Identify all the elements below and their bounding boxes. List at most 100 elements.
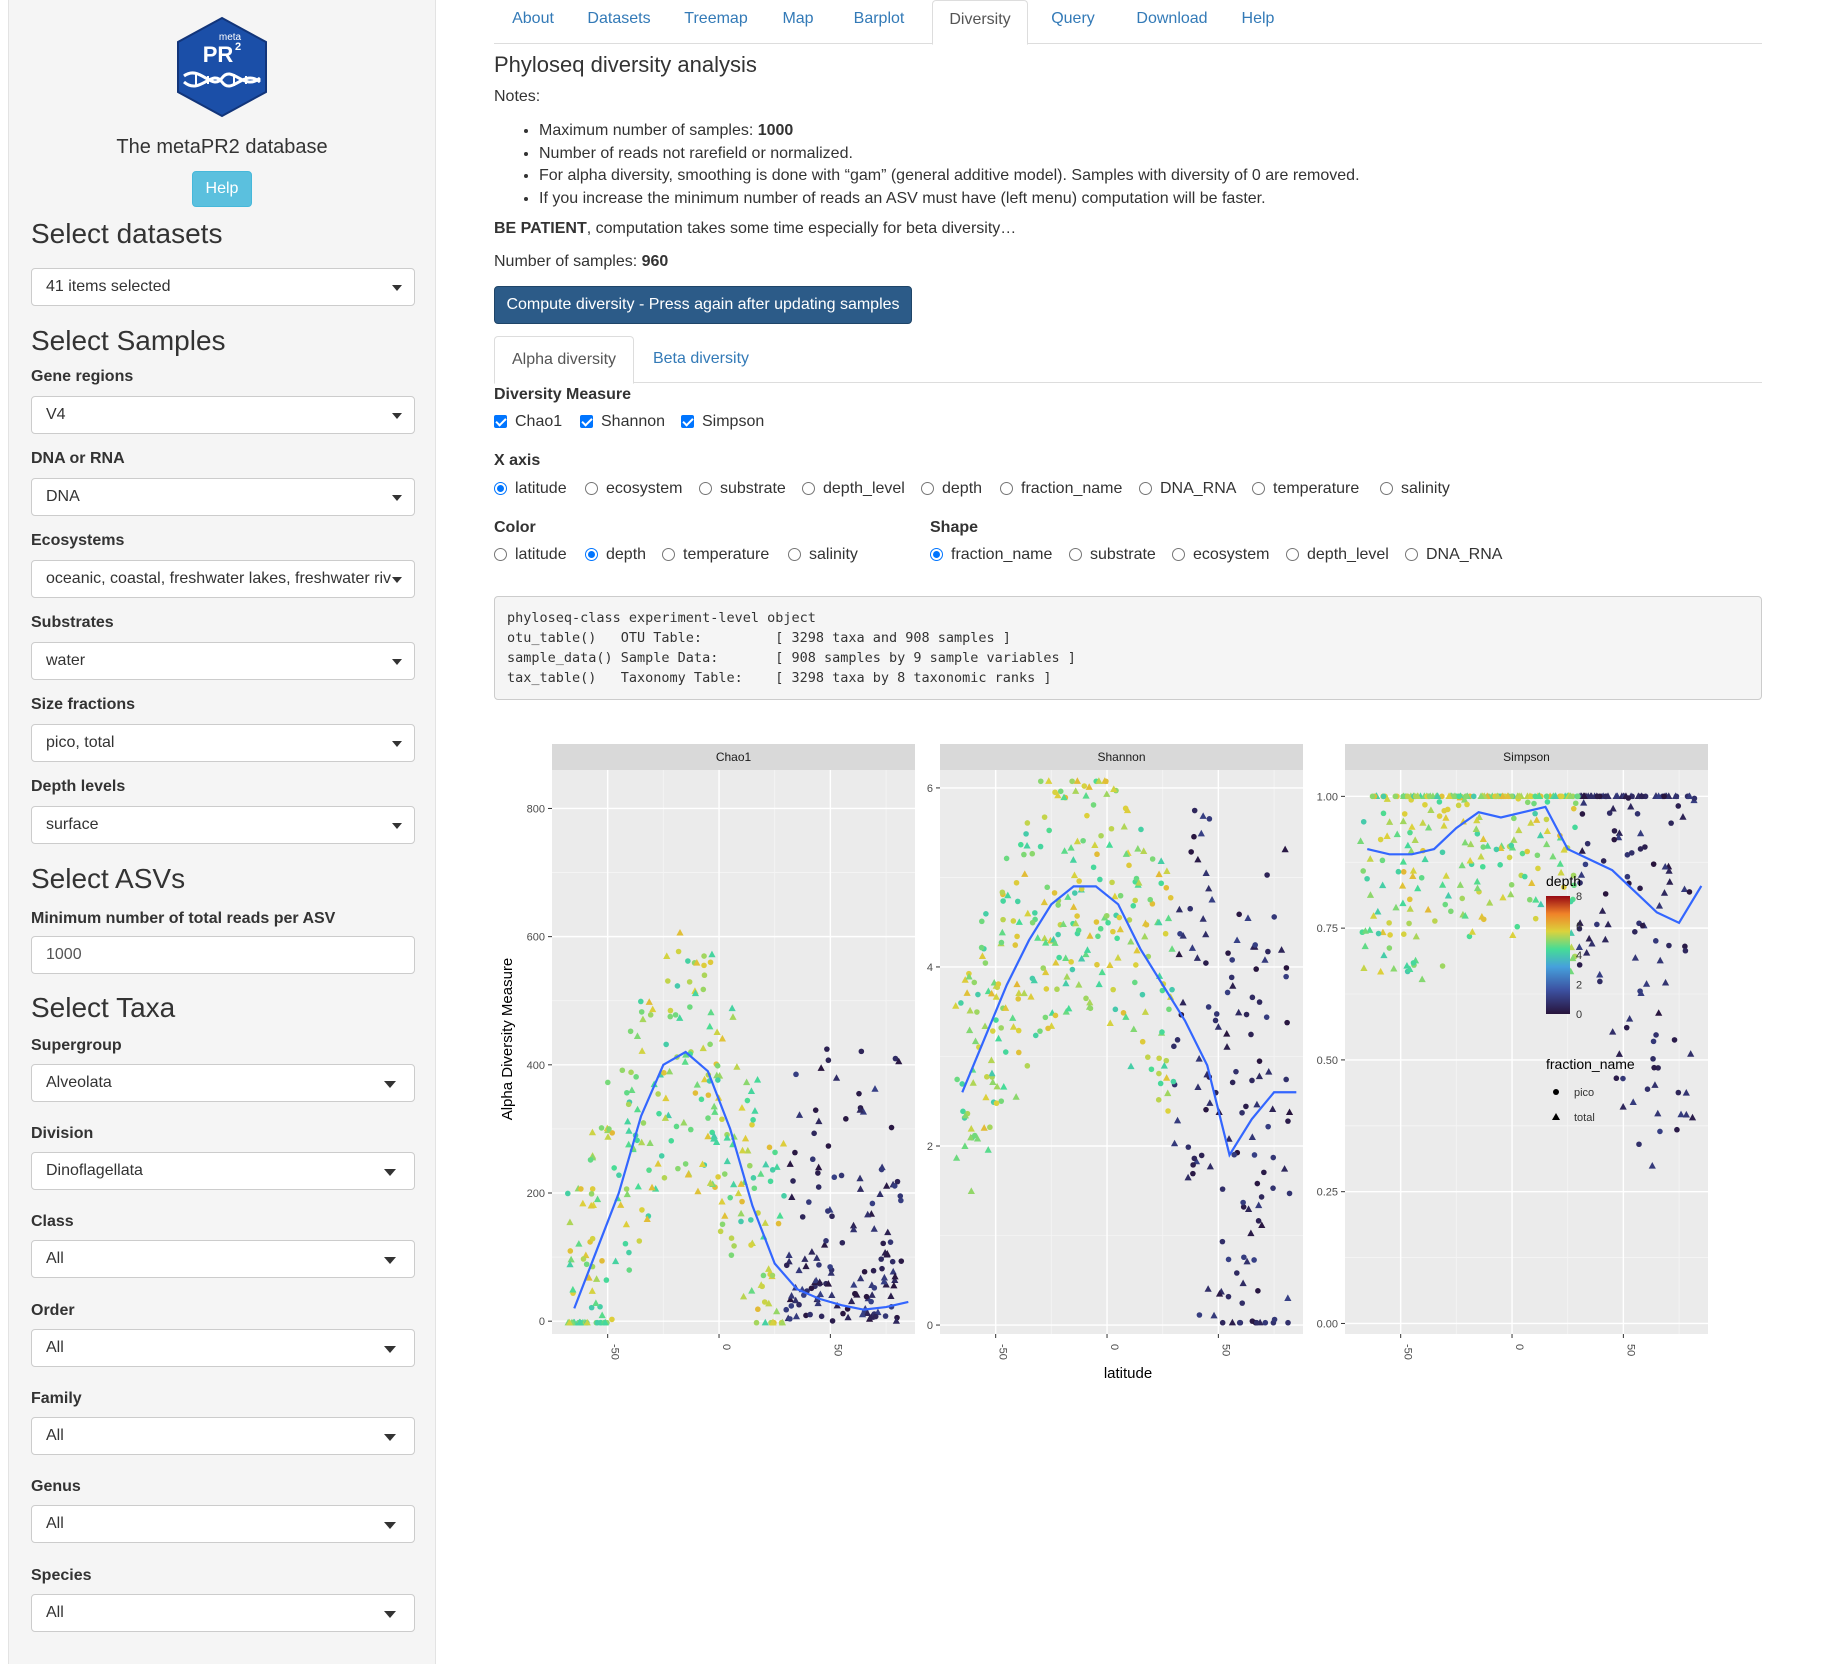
data-point [954,1076,960,1083]
console-line: sample_data() Sample Data: [ 908 samples… [507,650,1076,666]
data-point [1253,1319,1260,1326]
data-point [1575,943,1583,950]
data-point [1175,950,1183,958]
data-point [1051,890,1058,896]
data-point [863,1293,870,1300]
supergroup-select[interactable]: Alveolata [31,1064,415,1102]
data-point [1411,836,1419,844]
xaxis-radio-depth[interactable]: depth [921,480,982,498]
datasets-select[interactable]: 41 items selected [31,268,415,306]
chao1-checkbox[interactable]: Chao1 [494,413,562,431]
xaxis-radio-salinity[interactable]: salinity [1380,480,1450,498]
tab-diversity[interactable]: Diversity [932,0,1028,45]
tab-help[interactable]: Help [1241,10,1275,27]
family-select[interactable]: All [31,1417,415,1455]
data-point [663,952,671,959]
genus-select[interactable]: All [31,1505,415,1543]
xaxis-radio-fraction-name[interactable]: fraction_name [1000,480,1122,498]
data-point [748,1287,756,1294]
shape-radio-substrate[interactable]: substrate [1069,546,1156,564]
data-point [1156,1070,1162,1077]
help-button[interactable]: Help [192,171,252,207]
tab-download[interactable]: Download [1136,10,1208,27]
gene-regions-select[interactable]: V4 [31,396,415,434]
ecosystems-select[interactable]: oceanic, coastal, freshwater lakes, fres… [31,560,415,598]
xaxis-radio-substrate[interactable]: substrate [699,480,786,498]
data-point [1228,1318,1236,1326]
xaxis-radio-depth-level[interactable]: depth_level [802,480,905,498]
xaxis-radio-dna-rna[interactable]: DNA_RNA [1139,480,1236,498]
data-point [668,1138,675,1144]
data-point [1609,804,1617,812]
compute-diversity-button[interactable]: Compute diversity - Press again after up… [494,286,912,324]
color-radio-latitude[interactable]: latitude [494,546,567,564]
class-select[interactable]: All [31,1240,415,1278]
data-point [1551,792,1559,799]
shannon-checkbox[interactable]: Shannon [580,413,665,431]
data-point [995,981,1002,987]
data-point [1163,1057,1170,1064]
data-point [1095,980,1103,988]
data-point [993,1017,999,1023]
radio-icon [1000,482,1013,495]
samples-label: Number of samples: [494,253,642,270]
data-point [1110,986,1116,993]
xaxis-radio-ecosystem[interactable]: ecosystem [585,480,682,498]
color-option-label: latitude [515,546,567,563]
depth-levels-select[interactable]: surface [31,806,415,844]
data-point [1023,831,1029,837]
shape-radio-fraction-name[interactable]: fraction_name [930,546,1052,564]
shape-radio-dna-rna[interactable]: DNA_RNA [1405,546,1502,564]
data-point [1637,988,1643,994]
division-select[interactable]: Dinoflagellata [31,1152,415,1190]
data-point [1114,954,1122,961]
data-point [1426,793,1433,800]
data-point [1179,998,1187,1006]
tab-datasets[interactable]: Datasets [587,10,651,27]
data-point [1073,777,1081,784]
substrates-select[interactable]: water [31,642,415,680]
tab-beta-diversity[interactable]: Beta diversity [652,350,750,367]
radio-selected-icon [494,482,507,495]
tab-barplot[interactable]: Barplot [853,10,905,27]
shape-radio-depth-level[interactable]: depth_level [1286,546,1389,564]
species-select[interactable]: All [31,1594,415,1632]
data-point [795,1111,804,1118]
data-point [1159,1029,1165,1035]
data-point [566,1260,574,1268]
shape-radio-ecosystem[interactable]: ecosystem [1172,546,1269,564]
data-point [1122,850,1130,857]
data-point [1195,1054,1203,1062]
color-radio-depth[interactable]: depth [585,546,646,564]
data-point [816,1262,822,1268]
data-point [638,998,644,1005]
dna-rna-select[interactable]: DNA [31,478,415,516]
tab-alpha-diversity[interactable]: Alpha diversity [494,336,634,384]
data-point [1576,962,1583,968]
tab-query[interactable]: Query [1051,10,1095,27]
simpson-checkbox[interactable]: Simpson [681,413,764,431]
data-point [1199,812,1207,819]
data-point [1046,827,1052,834]
data-point [1109,879,1115,886]
tab-map[interactable]: Map [782,10,814,27]
color-radio-salinity[interactable]: salinity [788,546,858,564]
data-point [1404,841,1412,849]
min-reads-input[interactable] [31,936,415,974]
data-point [871,1285,878,1291]
order-select[interactable]: All [31,1329,415,1367]
data-point [888,1124,895,1131]
color-radio-temperature[interactable]: temperature [662,546,769,564]
data-point [1369,912,1378,919]
shape-option-label: ecosystem [1193,546,1270,563]
size-fractions-select[interactable]: pico, total [31,724,415,762]
data-point [727,1194,734,1201]
tab-treemap[interactable]: Treemap [684,10,748,27]
data-point [1206,1162,1214,1170]
tab-about[interactable]: About [512,10,554,27]
xaxis-radio-temperature[interactable]: temperature [1252,480,1359,498]
data-point [1442,901,1449,908]
data-point [967,1187,975,1194]
data-point [1412,793,1419,800]
xaxis-radio-latitude[interactable]: latitude [494,480,567,498]
